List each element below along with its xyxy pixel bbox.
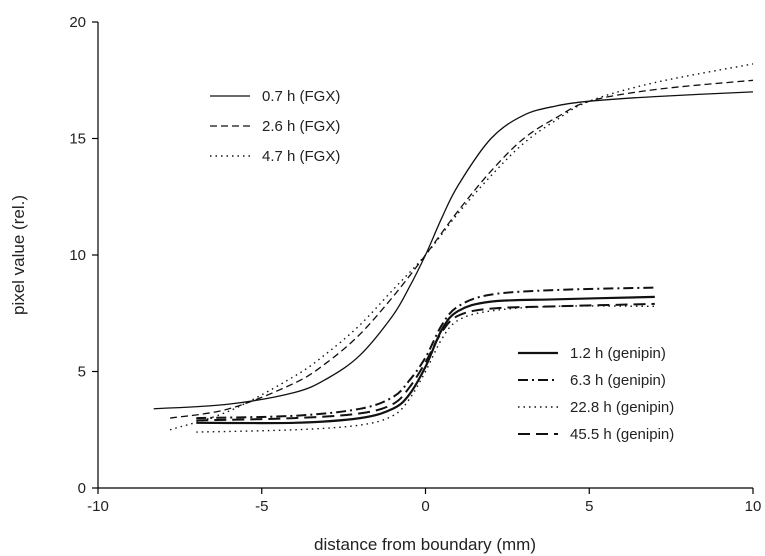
legend-label: 6.3 h (genipin): [570, 372, 666, 389]
legend-label: 22.8 h (genipin): [570, 399, 674, 416]
legend-label: 45.5 h (genipin): [570, 426, 674, 443]
y-axis-title: pixel value (rel.): [9, 195, 28, 315]
axis-ticks: -10 -5 0 5 10 0 5 10 15 20: [69, 14, 761, 515]
series-line-2: [169, 79, 754, 419]
series-line-1: [153, 91, 754, 410]
y-tick-label: 15: [69, 131, 86, 148]
series-line-3: [169, 63, 754, 431]
x-tick-label: 5: [585, 498, 593, 515]
x-axis-title: distance from boundary (mm): [314, 535, 536, 554]
x-tick-label: 10: [745, 498, 762, 515]
legend-label: 0.7 h (FGX): [262, 88, 340, 105]
legend-fgx: 0.7 h (FGX) 2.6 h (FGX) 4.7 h (FGX): [210, 88, 340, 165]
legend-label: 4.7 h (FGX): [262, 148, 340, 165]
y-tick-label: 0: [78, 480, 86, 497]
x-tick-label: -10: [87, 498, 109, 515]
y-tick-label: 5: [78, 364, 86, 381]
series-line-6: [196, 305, 655, 433]
legend-genipin: 1.2 h (genipin) 6.3 h (genipin) 22.8 h (ge…: [518, 345, 674, 443]
series-lines: [153, 63, 754, 433]
y-tick-label: 20: [69, 14, 86, 31]
series-line-7: [196, 302, 655, 422]
series-line-4: [196, 295, 655, 425]
series-line-5: [196, 286, 655, 420]
x-tick-label: 0: [421, 498, 429, 515]
legend-label: 2.6 h (FGX): [262, 118, 340, 135]
y-tick-label: 10: [69, 247, 86, 264]
legend-label: 1.2 h (genipin): [570, 345, 666, 362]
x-tick-label: -5: [255, 498, 268, 515]
